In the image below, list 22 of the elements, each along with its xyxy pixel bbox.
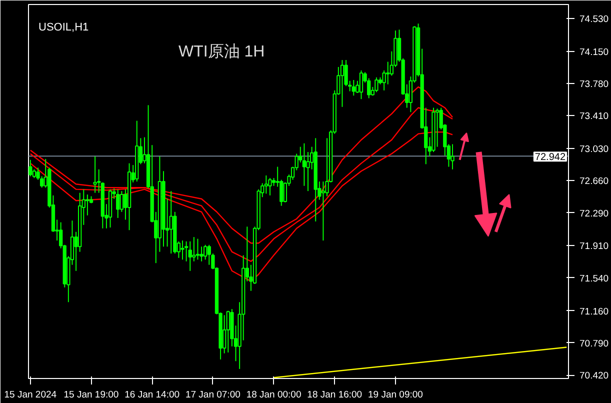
annotation: WTI原油 1H: [178, 42, 265, 60]
text: USOIL,H1: [38, 22, 89, 34]
y-tick-label: 71.910: [580, 241, 609, 252]
y-tick-label: 71.160: [580, 306, 609, 318]
y-tick-label: 71.540: [580, 273, 609, 284]
ref-line-label: 72.942: [534, 152, 566, 164]
y-tick-label: 74.150: [580, 46, 609, 58]
x-tick-label: 16 Jan 14:00: [124, 390, 180, 400]
x-tick-label: 19 Jan 09:00: [368, 390, 423, 400]
x-tick-label: 17 Jan 07:00: [185, 390, 240, 400]
y-tick-label: 73.780: [580, 78, 609, 90]
y-tick-label: 73.030: [580, 144, 609, 156]
y-tick-label: 70.420: [580, 370, 609, 382]
x-tick-label: 15 Jan 19:00: [64, 390, 119, 400]
x-tick-label: 18 Jan 16:00: [307, 390, 362, 400]
y-tick-label: 73.410: [580, 111, 609, 122]
y-tick-label: 72.660: [580, 176, 609, 188]
y-tick-label: 70.790: [580, 338, 609, 350]
x-tick-label: 18 Jan 00:00: [246, 390, 302, 400]
y-tick-label: 74.530: [580, 14, 609, 25]
x-tick-label: 15 Jan 2024: [4, 390, 57, 400]
y-tick-label: 72.290: [580, 208, 609, 220]
